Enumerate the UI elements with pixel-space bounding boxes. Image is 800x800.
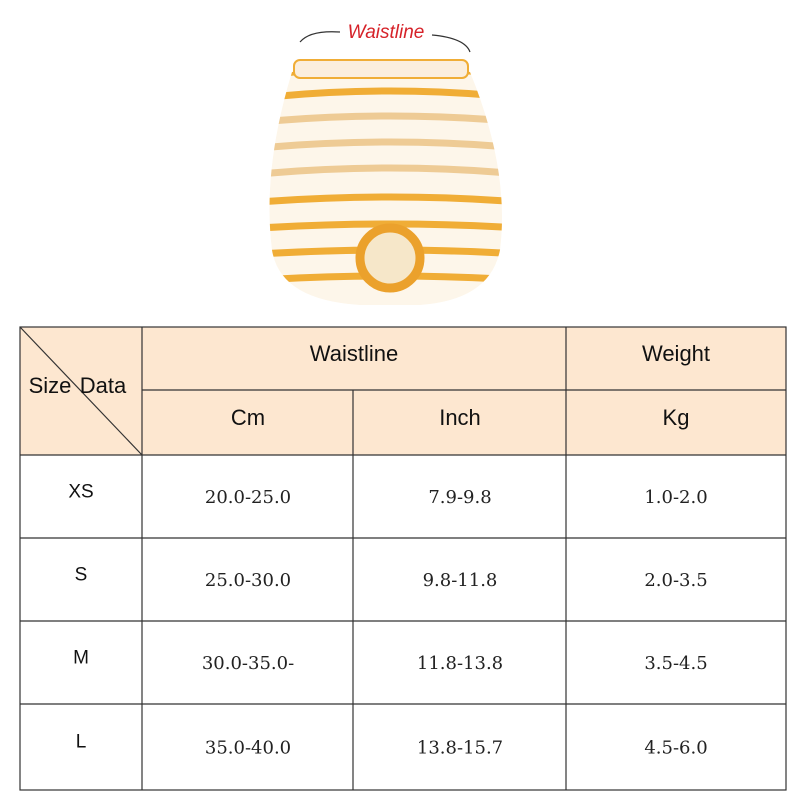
value-cell: 9.8-11.8 (423, 570, 498, 591)
waist-arc (431, 34, 471, 53)
header-bg (20, 327, 786, 455)
size-table: Size Data Waistline Weight Cm Inch Kg XS… (19, 326, 787, 791)
value-cell: 4.5-6.0 (644, 738, 707, 759)
waistline-label: Waistline (348, 22, 425, 43)
unit-header: Kg (663, 405, 690, 430)
table-border (19, 326, 787, 791)
value-cell: 11.8-13.8 (417, 653, 503, 674)
table-body: XS 20.0-25.0 7.9-9.8 1.0-2.0 S 25.0-30.0 9.8-1… (20, 481, 786, 759)
value-cell: 1.0-2.0 (644, 487, 707, 508)
group-header: Waistline (310, 341, 398, 366)
corner-diagonal (19, 326, 143, 456)
waist-arc (299, 31, 341, 43)
unit-header: Inch (439, 405, 481, 430)
value-cell: 3.5-4.5 (644, 653, 707, 674)
value-cell: 20.0-25.0 (205, 487, 291, 508)
unit-header: Cm (231, 405, 265, 430)
size-cell: S (75, 564, 88, 585)
value-cell: 35.0-40.0 (205, 738, 291, 759)
size-cell: L (76, 732, 87, 753)
size-cell: XS (68, 481, 93, 502)
group-header: Weight (642, 341, 710, 366)
product-illustration (269, 59, 502, 305)
value-cell: 30.0-35.0- (202, 653, 294, 674)
value-cell: 2.0-3.5 (644, 570, 707, 591)
value-cell: 13.8-15.7 (417, 738, 503, 759)
corner-data: Data (80, 373, 127, 398)
size-cell: M (73, 647, 89, 668)
corner-size: Size (29, 373, 72, 398)
value-cell: 7.9-9.8 (428, 487, 491, 508)
value-cell: 25.0-30.0 (205, 570, 291, 591)
